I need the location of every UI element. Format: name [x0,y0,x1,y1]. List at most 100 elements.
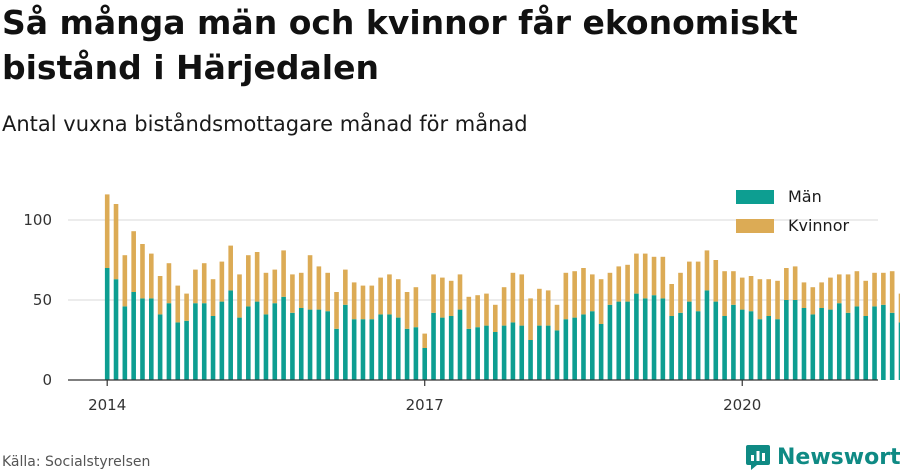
bar-kvinna [193,269,198,304]
y-tick-label: 0 [42,371,52,389]
bar-man [475,327,480,380]
bar-man [845,312,851,380]
bar-kvinna [175,285,181,323]
x-axis-ticks: 2014201720202022 [88,380,761,414]
bar-man [448,316,454,380]
bar-man [537,325,542,380]
bar-man [440,317,445,380]
bar-kvinna [863,280,869,316]
bar-kvinna [140,244,145,299]
bars [104,194,900,380]
bar-kvinna [554,304,560,331]
bar-kvinna [228,245,233,291]
bar-man [784,300,789,380]
bar-man [492,332,498,380]
bar-man [210,316,216,380]
bar-man [545,325,551,380]
bar-man [201,303,207,380]
bar-man [184,320,189,380]
bar-kvinna [290,274,295,313]
bar-man [316,309,322,380]
bar-kvinna [272,269,278,304]
bar-kvinna [113,204,119,280]
bar-kvinna [484,293,489,326]
bar-kvinna [157,276,163,315]
bar-kvinna [369,285,375,320]
bar-kvinna [607,272,613,305]
bar-man [157,314,163,380]
bar-man [298,308,304,380]
bar-man [422,348,428,380]
bar-man [272,303,278,380]
legend-swatch [736,190,774,204]
brand-name: Newsworthy [777,444,900,470]
bar-kvinna [572,271,577,318]
bar-kvinna [201,263,207,304]
bar-kvinna [660,256,666,299]
bar-kvinna [634,253,639,294]
bar-man [457,309,463,380]
bar-kvinna [722,271,727,316]
bar-man [828,309,833,380]
bar-man [254,301,260,380]
bar-kvinna [695,261,701,312]
bar-kvinna [378,277,383,315]
bar-man [863,316,869,380]
bar-kvinna [334,292,339,329]
bar-kvinna [590,274,595,312]
bar-man [598,324,604,380]
bar-man [810,314,816,380]
bar-man [378,314,383,380]
bar-kvinna [748,276,754,312]
source-note: Källa: Socialstyrelsen [2,454,151,470]
bar-kvinna [431,274,436,313]
bar-kvinna [792,266,798,300]
bar-man [307,309,313,380]
bar-kvinna [104,194,110,268]
bar-kvinna [713,260,719,302]
bar-kvinna [149,253,154,299]
bar-man [228,290,233,380]
bar-kvinna [210,279,216,316]
bar-kvinna [351,282,357,320]
bar-kvinna [678,272,683,313]
y-tick-label: 100 [23,211,52,229]
bar-kvinna [404,292,410,329]
bar-kvinna [836,274,842,304]
bar-man [131,292,136,380]
bar-kvinna [828,277,833,310]
bar-man [872,306,877,380]
bar-kvinna [545,290,551,326]
bar-kvinna [122,255,128,307]
x-tick-label: 2017 [406,396,444,414]
bar-man [395,317,401,380]
bar-man [404,328,410,380]
bar-kvinna [343,269,348,305]
bar-kvinna [616,266,622,302]
bar-kvinna [731,271,736,305]
legend: Män Kvinnor [736,187,849,235]
bar-man [704,290,710,380]
bar-kvinna [254,252,260,302]
bar-kvinna [537,288,542,326]
bar-man [360,319,366,380]
bar-kvinna [422,333,428,348]
bar-kvinna [413,287,419,328]
bar-man [263,314,269,380]
bar-kvinna [519,274,525,326]
bar-kvinna [387,274,392,315]
bar-man [819,308,824,380]
bar-kvinna [131,231,136,292]
bar-kvinna [395,279,401,318]
bar-man [739,309,745,380]
bar-kvinna [775,280,780,320]
bar-man [898,322,900,380]
bar-kvinna [845,274,851,313]
bar-man [695,311,701,380]
bar-man [528,340,533,380]
bar-kvinna [325,272,330,312]
bar-man [140,298,145,380]
chart-subtitle: Antal vuxna biståndsmottagare månad för … [2,112,528,136]
bar-man [510,322,516,380]
bar-man [625,301,630,380]
